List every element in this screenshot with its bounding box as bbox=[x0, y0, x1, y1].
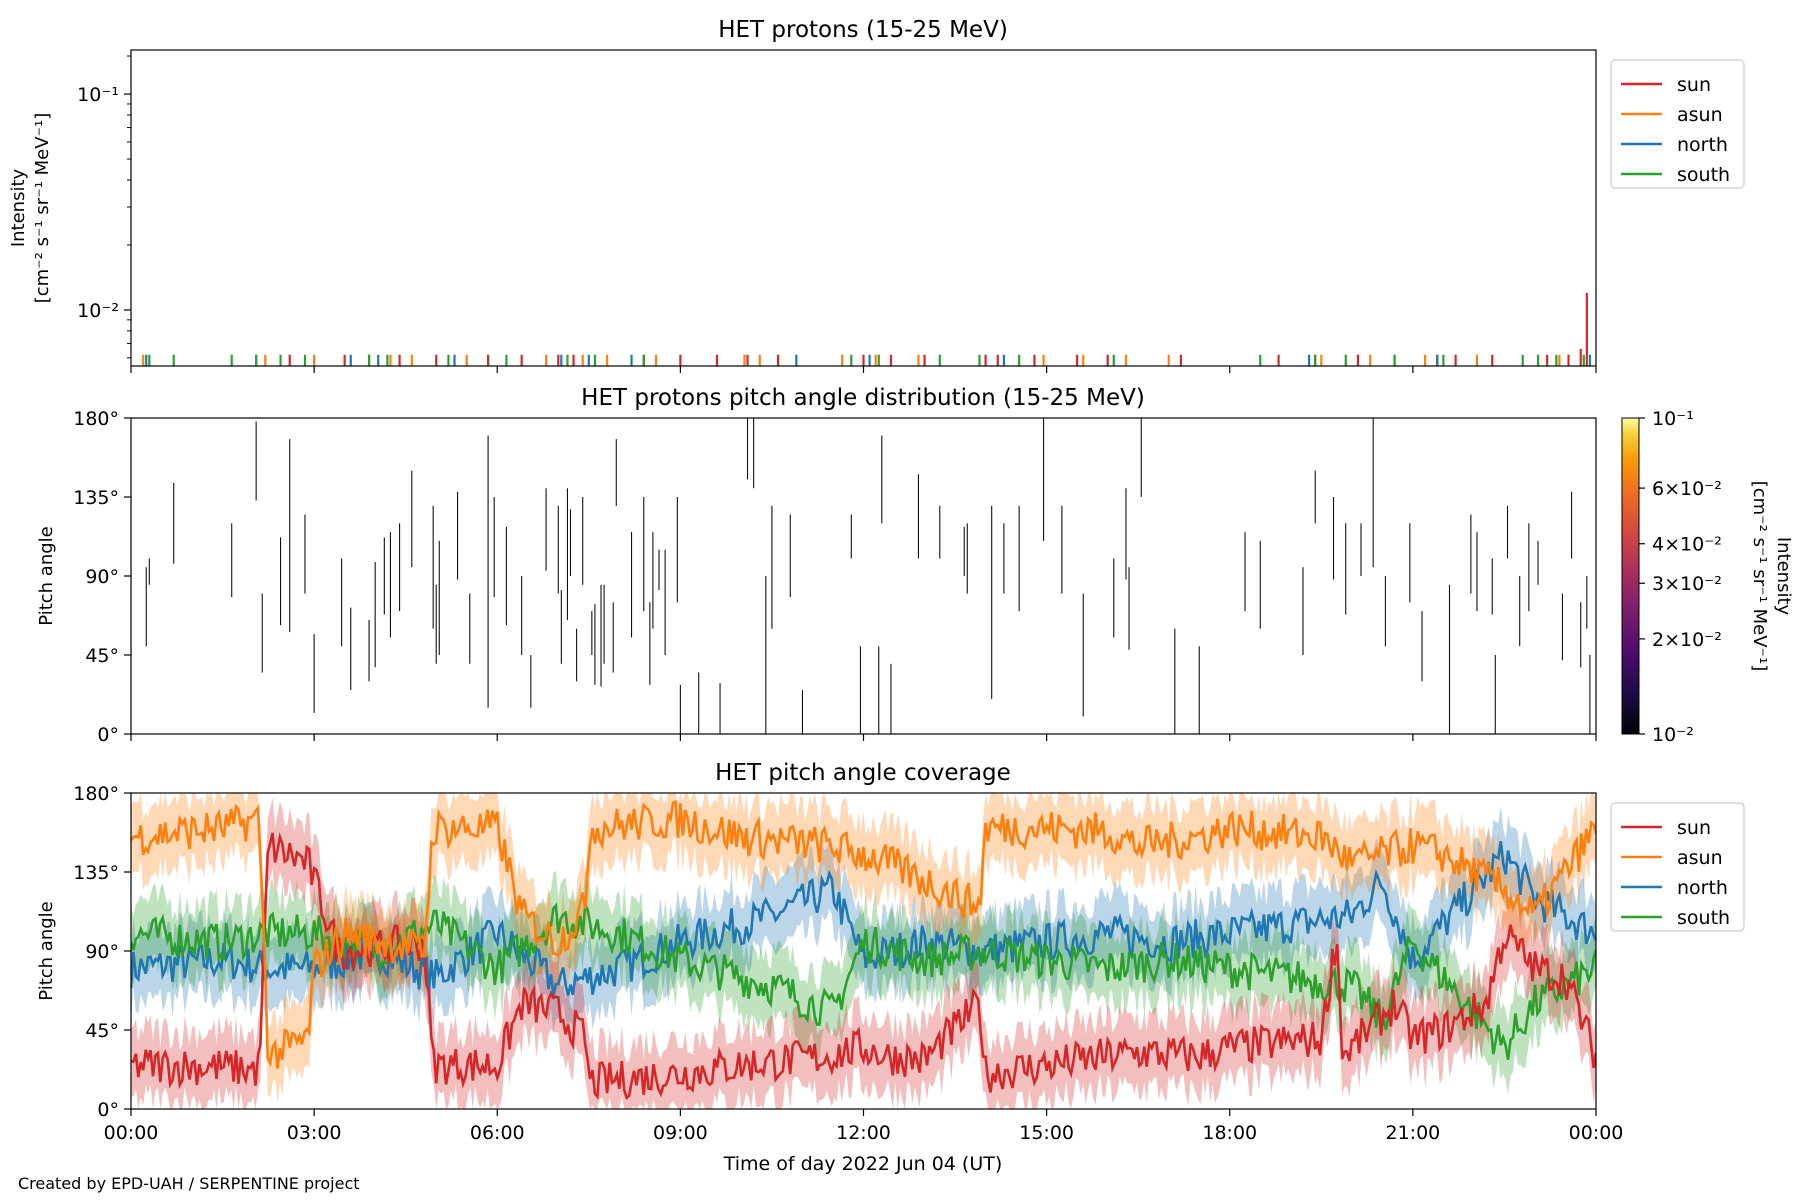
panel3-legend-label-sun: sun bbox=[1677, 817, 1711, 839]
panel3-x-tick-label: 00:00 bbox=[1569, 1122, 1624, 1144]
panel1-title: HET protons (15-25 MeV) bbox=[718, 17, 1008, 43]
panel3-legend-label-north: north bbox=[1677, 877, 1728, 899]
panel3-coverage-lines bbox=[131, 799, 1596, 1101]
panel3-y-axis: 0° 45° 90° 135° 180° bbox=[73, 783, 131, 1121]
panel3-legend: sun asun north south bbox=[1610, 802, 1745, 932]
panel1-y-label-line2: [cm⁻² s⁻¹ sr⁻¹ MeV⁻¹] bbox=[32, 113, 53, 304]
panel3-y-axis-label: Pitch angle bbox=[36, 901, 57, 1000]
panel1-legend-label-asun: asun bbox=[1677, 104, 1723, 126]
coverage-panel: HET pitch angle coverage Pitch angle 0° 4… bbox=[36, 760, 1745, 1175]
panel3-legend-box bbox=[1610, 802, 1745, 932]
panel1-legend-label-north: north bbox=[1677, 134, 1728, 156]
panel3-x-tick-label: 03:00 bbox=[287, 1122, 342, 1144]
panel2-y-tick-label: 135° bbox=[73, 487, 119, 509]
colorbar-gradient bbox=[1621, 417, 1640, 735]
colorbar-tick-label: 6×10⁻² bbox=[1652, 478, 1722, 500]
panel1-legend-box bbox=[1610, 59, 1745, 189]
pad-panel: HET protons pitch angle distribution (15… bbox=[36, 385, 1794, 746]
panel3-y-tick-label: 45° bbox=[85, 1020, 119, 1042]
colorbar-label-line1: Intensity bbox=[1773, 537, 1794, 616]
panel1-y-tick-label: 10⁻² bbox=[77, 300, 119, 322]
panel3-legend-label-asun: asun bbox=[1677, 847, 1723, 869]
panel3-x-tick-label: 15:00 bbox=[1019, 1122, 1074, 1144]
panel3-y-tick-label: 135° bbox=[73, 862, 119, 884]
panel3-y-tick-label: 0° bbox=[97, 1099, 119, 1121]
panel2-y-tick-label: 45° bbox=[85, 645, 119, 667]
panel2-title: HET protons pitch angle distribution (15… bbox=[581, 385, 1145, 411]
panel3-x-tick-label: 09:00 bbox=[653, 1122, 708, 1144]
coverage-band-south bbox=[131, 870, 1596, 1095]
panel1-legend-label-south: south bbox=[1677, 164, 1730, 186]
credit-text: Created by EPD-UAH / SERPENTINE project bbox=[18, 1174, 360, 1193]
panel1-legend: sun asun north south bbox=[1610, 59, 1745, 189]
panel3-x-tick-label: 06:00 bbox=[470, 1122, 525, 1144]
panel3-x-tick-label: 18:00 bbox=[1202, 1122, 1257, 1144]
panel2-x-ticks bbox=[130, 734, 1597, 741]
colorbar-tick-label: 3×10⁻² bbox=[1652, 573, 1722, 595]
panel2-y-axis: 0° 45° 90° 135° 180° bbox=[73, 408, 131, 746]
panel1-y-axis: 10⁻¹ 10⁻² bbox=[77, 55, 131, 359]
panel1-y-tick-label: 10⁻¹ bbox=[77, 84, 119, 106]
panel1-x-ticks bbox=[130, 366, 1597, 373]
panel1-legend-label-sun: sun bbox=[1677, 74, 1711, 96]
panel3-x-tick-label: 21:00 bbox=[1385, 1122, 1440, 1144]
coverage-band-sun bbox=[131, 797, 1596, 1109]
coverage-line-asun bbox=[131, 799, 1596, 1069]
panel3-x-tick-label: 12:00 bbox=[836, 1122, 891, 1144]
panel1-series-marks bbox=[142, 292, 1591, 366]
panel1-frame bbox=[130, 49, 1597, 367]
colorbar-tick-label: 10⁻² bbox=[1652, 724, 1694, 746]
panel2-y-axis-label: Pitch angle bbox=[36, 526, 57, 625]
colorbar-label-line2: [cm⁻² s⁻¹ sr⁻¹ MeV⁻¹] bbox=[1749, 481, 1770, 672]
panel3-y-tick-label: 90° bbox=[85, 941, 119, 963]
intensity-panel: HET protons (15-25 MeV) Intensity [cm⁻² s… bbox=[8, 17, 1745, 373]
panel3-y-tick-label: 180° bbox=[73, 783, 119, 805]
colorbar: 10⁻¹ 6×10⁻² 4×10⁻² 3×10⁻² 2×10⁻² 10⁻² Intensit… bbox=[1621, 408, 1794, 746]
panel2-y-tick-label: 180° bbox=[73, 408, 119, 430]
panel3-title: HET pitch angle coverage bbox=[715, 760, 1011, 786]
panel2-y-tick-label: 0° bbox=[97, 724, 119, 746]
panel2-pad-segments bbox=[145, 418, 1591, 734]
panel3-x-axis-label: Time of day 2022 Jun 04 (UT) bbox=[723, 1153, 1003, 1175]
colorbar-tick-label: 4×10⁻² bbox=[1652, 534, 1722, 556]
colorbar-tick-label: 10⁻¹ bbox=[1652, 408, 1694, 430]
panel2-y-tick-label: 90° bbox=[85, 566, 119, 588]
panel3-legend-label-south: south bbox=[1677, 907, 1730, 929]
panel1-y-axis-label: Intensity [cm⁻² s⁻¹ sr⁻¹ MeV⁻¹] bbox=[8, 113, 53, 304]
panel1-y-label-line1: Intensity bbox=[8, 168, 29, 247]
panel3-x-axis: 00:00 03:00 06:00 09:00 12:00 15:00 18:00 21:00… bbox=[104, 1109, 1624, 1144]
panel3-x-tick-label: 00:00 bbox=[104, 1122, 159, 1144]
colorbar-tick-label: 2×10⁻² bbox=[1652, 629, 1722, 651]
